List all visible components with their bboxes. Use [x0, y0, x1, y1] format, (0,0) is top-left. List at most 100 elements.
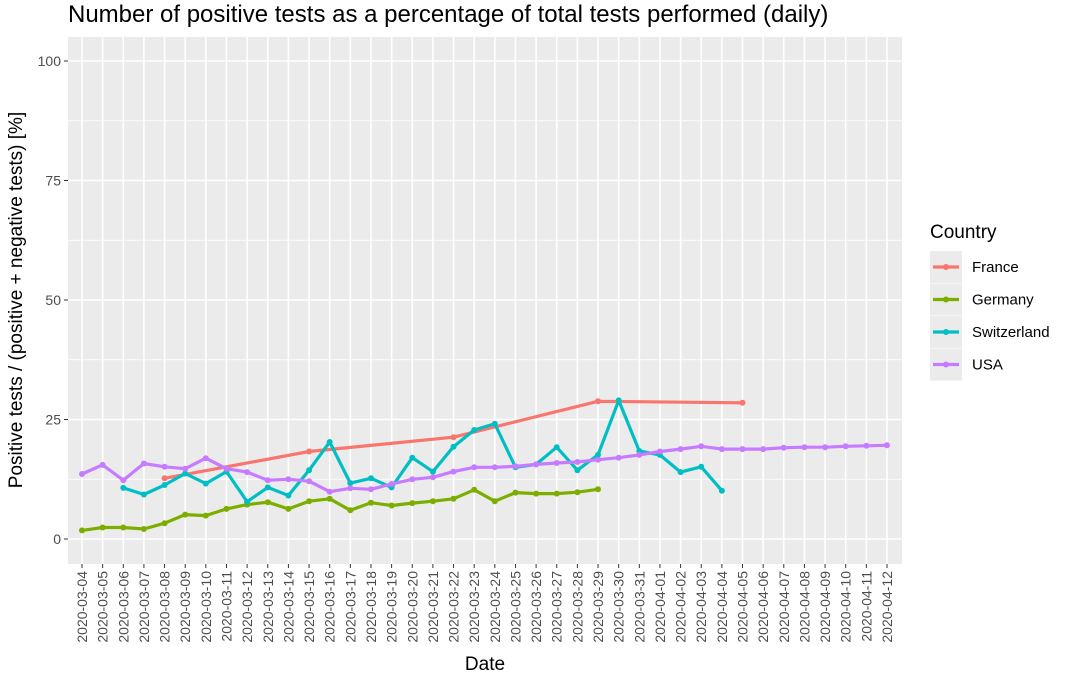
data-point-germany: [471, 486, 478, 493]
legend-point-swatch: [943, 329, 949, 335]
data-point-usa: [326, 488, 333, 495]
data-point-usa: [161, 463, 168, 470]
x-tick-label: 2020-03-31: [631, 571, 647, 643]
data-point-usa: [739, 446, 746, 453]
x-tick-label: 2020-03-12: [239, 571, 255, 643]
legend-label: France: [972, 259, 1019, 276]
legend-label: Switzerland: [972, 324, 1050, 341]
data-point-switzerland: [429, 468, 436, 475]
x-axis: 2020-03-04 2020-03-05 2020-03-06 2020-03-07…: [74, 564, 895, 643]
data-point-switzerland: [182, 470, 189, 477]
data-point-germany: [388, 502, 395, 509]
data-point-switzerland: [698, 463, 705, 470]
data-point-germany: [285, 505, 292, 512]
x-tick-label: 2020-03-04: [74, 571, 90, 643]
x-tick-label: 2020-04-09: [817, 571, 833, 643]
data-point-usa: [140, 460, 147, 467]
x-tick-label: 2020-03-30: [611, 571, 627, 643]
data-point-france: [739, 399, 746, 406]
data-point-usa: [780, 444, 787, 451]
x-tick-label: 2020-03-14: [280, 571, 296, 643]
data-point-germany: [595, 486, 601, 493]
data-point-usa: [306, 478, 313, 485]
data-point-germany: [429, 498, 436, 505]
x-tick-label: 2020-03-27: [549, 571, 565, 643]
data-point-switzerland: [140, 491, 147, 498]
x-tick-label: 2020-03-06: [115, 571, 131, 643]
x-tick-label: 2020-03-15: [301, 571, 317, 643]
data-point-switzerland: [718, 487, 725, 494]
data-point-usa: [656, 448, 663, 455]
x-axis-title: Date: [465, 654, 505, 675]
x-tick-label: 2020-03-18: [363, 571, 379, 643]
data-point-switzerland: [347, 480, 354, 487]
data-point-switzerland: [368, 475, 374, 482]
x-tick-label: 2020-04-12: [879, 571, 895, 643]
data-point-usa: [533, 461, 540, 468]
x-tick-label: 2020-03-19: [384, 571, 400, 643]
x-tick-label: 2020-03-22: [446, 571, 462, 643]
x-tick-label: 2020-04-10: [838, 571, 854, 643]
data-point-usa: [79, 471, 85, 477]
data-point-germany: [574, 489, 581, 496]
data-point-usa: [99, 461, 106, 468]
data-point-usa: [842, 443, 849, 450]
legend-point-swatch: [943, 296, 949, 303]
data-point-germany: [182, 511, 189, 518]
data-point-usa: [223, 465, 230, 472]
y-tick-label: 100: [38, 53, 62, 69]
data-point-germany: [99, 524, 106, 531]
data-point-switzerland: [161, 482, 168, 488]
legend-item-switzerland: Switzerland: [930, 316, 1050, 348]
data-point-usa: [388, 481, 395, 487]
data-point-france: [306, 448, 313, 455]
x-tick-label: 2020-04-08: [796, 571, 812, 643]
data-point-usa: [347, 485, 354, 492]
chart-title: Number of positive tests as a percentage…: [68, 1, 828, 28]
data-point-usa: [368, 486, 374, 493]
x-tick-label: 2020-03-05: [95, 571, 111, 643]
x-tick-label: 2020-04-03: [693, 571, 709, 643]
data-point-switzerland: [264, 484, 271, 491]
data-point-france: [595, 398, 601, 405]
data-point-usa: [801, 444, 808, 451]
data-point-usa: [264, 477, 271, 484]
y-tick-label: 75: [45, 173, 61, 189]
data-point-usa: [718, 446, 725, 453]
series-line-switzerland: [121, 398, 724, 504]
data-point-switzerland: [677, 469, 684, 476]
x-tick-label: 2020-03-10: [198, 571, 214, 643]
x-tick-label: 2020-03-28: [569, 571, 585, 643]
x-tick-label: 2020-03-08: [157, 571, 173, 643]
data-point-switzerland: [285, 492, 292, 499]
data-point-germany: [223, 505, 230, 512]
data-point-switzerland: [595, 451, 601, 458]
x-tick-label: 2020-03-21: [425, 571, 441, 643]
data-point-germany: [161, 520, 168, 527]
x-tick-label: 2020-04-11: [858, 571, 874, 642]
data-point-usa: [450, 468, 457, 475]
data-point-usa: [244, 469, 251, 476]
x-tick-label: 2020-04-04: [714, 571, 730, 643]
y-axis: 0 25 50 75 100: [38, 53, 68, 547]
data-point-usa: [595, 456, 601, 463]
data-point-germany: [326, 495, 333, 502]
x-tick-label: 2020-04-01: [652, 571, 668, 643]
x-tick-label: 2020-03-11: [218, 571, 234, 642]
data-point-switzerland: [306, 467, 313, 474]
x-tick-label: 2020-03-23: [466, 571, 482, 643]
data-point-switzerland: [326, 439, 333, 445]
data-point-switzerland: [574, 467, 581, 474]
data-point-switzerland: [553, 444, 560, 451]
data-point-usa: [182, 465, 189, 472]
data-point-usa: [512, 463, 519, 470]
series-layer: [79, 397, 890, 534]
x-tick-label: 2020-03-07: [136, 571, 152, 643]
x-tick-label: 2020-03-17: [342, 571, 358, 643]
x-tick-label: 2020-04-02: [673, 571, 689, 643]
data-point-usa: [822, 444, 829, 451]
data-point-usa: [677, 446, 684, 453]
series-line-usa: [80, 443, 889, 494]
y-axis-title: Positive tests / (positive + negative te…: [6, 112, 27, 488]
data-point-usa: [698, 443, 705, 450]
